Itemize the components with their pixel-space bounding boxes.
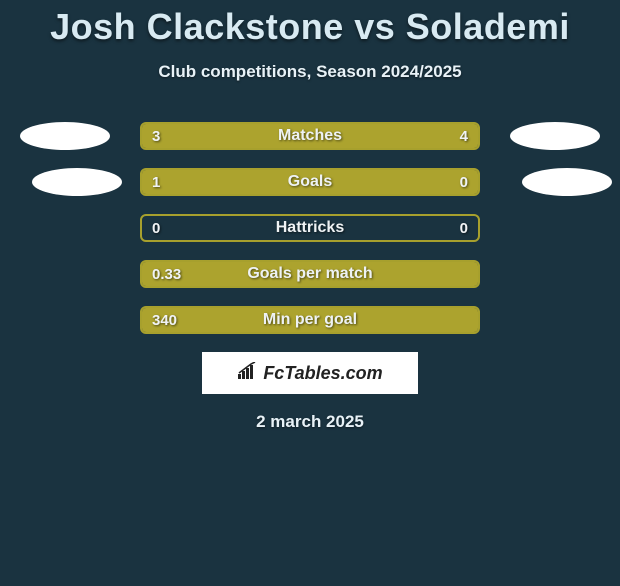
- avatar-left: [20, 122, 110, 150]
- avatar-right: [510, 122, 600, 150]
- date-label: 2 march 2025: [0, 412, 620, 432]
- chart-icon: [237, 362, 259, 385]
- stat-row: 0.33Goals per match: [0, 260, 620, 288]
- stat-label: Hattricks: [142, 216, 478, 240]
- logo-label: FcTables.com: [263, 363, 382, 384]
- stat-bar: 340Min per goal: [140, 306, 480, 334]
- stat-row: 340Min per goal: [0, 306, 620, 334]
- avatar-right: [522, 168, 612, 196]
- stat-bar: 0.33Goals per match: [140, 260, 480, 288]
- logo: FcTables.com: [202, 352, 418, 394]
- avatar-left: [32, 168, 122, 196]
- stat-row: 00Hattricks: [0, 214, 620, 242]
- stat-bar: 10Goals: [140, 168, 480, 196]
- page-title: Josh Clackstone vs Solademi: [0, 6, 620, 48]
- subtitle: Club competitions, Season 2024/2025: [0, 62, 620, 82]
- stats-container: 34Matches 10Goals 00Hattricks 0.33Goals per…: [0, 122, 620, 334]
- stat-bar: 34Matches: [140, 122, 480, 150]
- stat-bar: 00Hattricks: [140, 214, 480, 242]
- stat-label: Goals: [142, 170, 478, 194]
- logo-text: FcTables.com: [237, 362, 382, 385]
- stat-label: Matches: [142, 124, 478, 148]
- stat-label: Min per goal: [142, 308, 478, 332]
- stat-label: Goals per match: [142, 262, 478, 286]
- stat-row: 34Matches: [0, 122, 620, 150]
- stat-row: 10Goals: [0, 168, 620, 196]
